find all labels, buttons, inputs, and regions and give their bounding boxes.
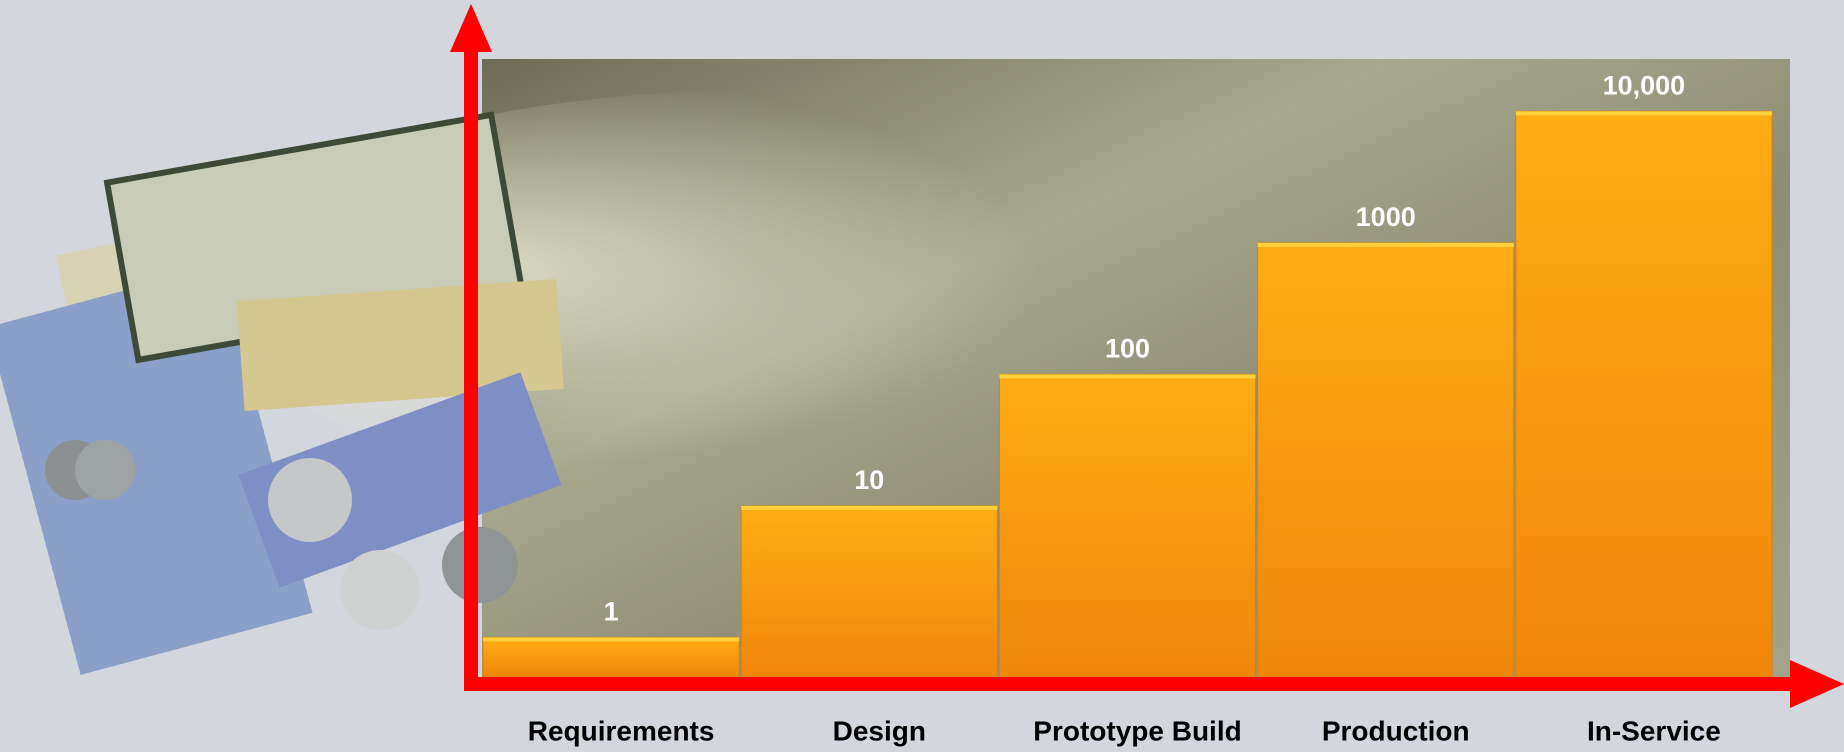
bar <box>1516 111 1772 677</box>
value-label: 10,000 <box>1603 70 1686 100</box>
money-illustration <box>0 115 564 675</box>
x-axis <box>464 677 1794 691</box>
value-label: 1 <box>604 597 619 627</box>
bar-highlight <box>999 374 1255 378</box>
x-tick-label: Requirements <box>528 715 715 746</box>
bar-highlight <box>741 506 997 510</box>
bar <box>483 637 739 677</box>
value-label: 10 <box>854 465 884 495</box>
value-label: 1000 <box>1356 202 1416 232</box>
bar <box>1258 243 1514 677</box>
page: {"chart_data": {"type": "bar", "categori… <box>0 0 1844 752</box>
x-tick-label: Design <box>833 715 926 746</box>
bar <box>741 506 997 677</box>
x-tick-label: Prototype Build <box>1033 715 1241 746</box>
bar-highlight <box>483 637 739 641</box>
bar <box>999 374 1255 677</box>
bar-highlight <box>1516 111 1772 115</box>
y-axis <box>464 40 478 684</box>
x-axis-arrow <box>1790 660 1844 708</box>
value-label: 100 <box>1105 333 1150 363</box>
y-axis-arrow <box>450 4 492 52</box>
bar-highlight <box>1258 243 1514 247</box>
x-tick-label: In-Service <box>1587 715 1721 746</box>
x-tick-label: Production <box>1322 715 1470 746</box>
chart: Requirements 1 Design 10 Prototype Build 100 P… <box>0 0 1844 752</box>
